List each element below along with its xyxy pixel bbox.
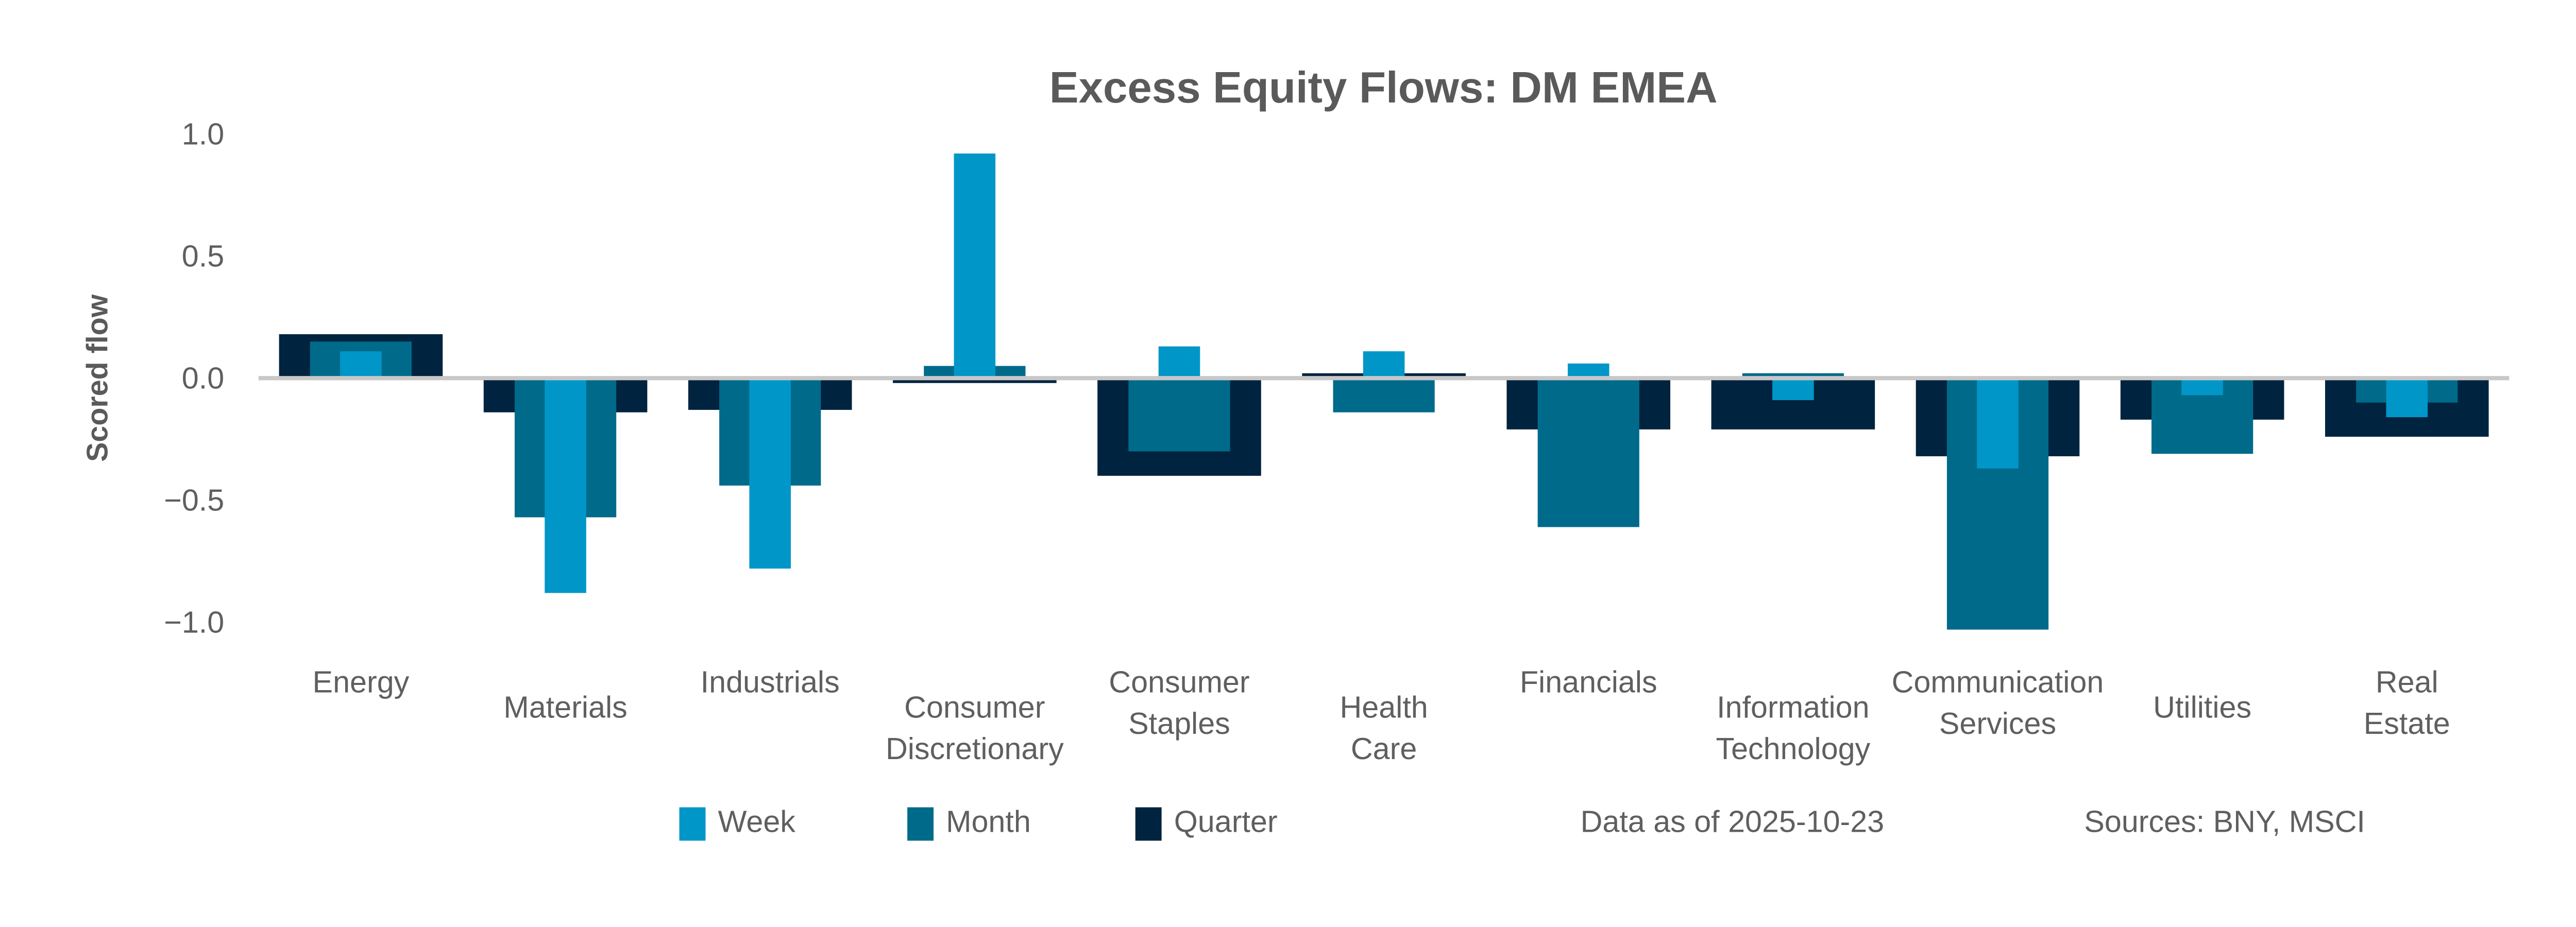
bar-month: [1333, 378, 1435, 413]
category-label: Estate: [2364, 706, 2450, 741]
bar-week: [2181, 378, 2223, 396]
legend-swatch-month: [907, 807, 934, 841]
chart: Excess Equity Flows: DM EMEA Scored flow…: [81, 63, 2510, 841]
y-tick-label: 0.5: [182, 239, 224, 273]
bar-week: [1977, 378, 2019, 469]
category-label: Consumer: [904, 690, 1045, 725]
y-tick-label: 1.0: [182, 117, 224, 151]
bar-week: [545, 378, 586, 593]
legend-label-month: Month: [946, 804, 1031, 839]
legend-label-quarter: Quarter: [1174, 804, 1278, 839]
legend-swatch-week: [679, 807, 706, 841]
legend-label-week: Week: [718, 804, 796, 839]
sources: Sources: BNY, MSCI: [2084, 804, 2365, 839]
legend: Week Month Quarter: [679, 804, 1278, 841]
y-axis-label: Scored flow: [81, 294, 114, 462]
category-label: Utilities: [2153, 690, 2251, 725]
bar-week: [1363, 351, 1405, 379]
category-labels: Energy Materials Industrials Consumer Discre…: [313, 664, 2450, 766]
category-label: Financials: [1520, 664, 1657, 699]
bar-week: [1567, 363, 1609, 379]
bar-week: [2386, 378, 2428, 418]
category-label: Technology: [1716, 731, 1870, 766]
category-label: Discretionary: [886, 731, 1064, 766]
category-label: Energy: [313, 664, 410, 699]
category-label: Materials: [503, 690, 627, 725]
bar-week: [340, 351, 382, 379]
category-label: Services: [1939, 706, 2056, 741]
category-label: Information: [1717, 690, 1869, 725]
bars: [279, 153, 2489, 630]
chart-title: Excess Equity Flows: DM EMEA: [1049, 63, 1718, 112]
y-tick-label: 0.0: [182, 361, 224, 396]
bar-month: [1128, 378, 1230, 452]
bar-quarter: [893, 378, 1057, 383]
y-tick-label: −0.5: [164, 483, 224, 518]
bar-month: [1742, 373, 1844, 379]
bar-month: [1537, 378, 1639, 527]
category-label: Consumer: [1109, 664, 1249, 699]
category-label: Health: [1340, 690, 1428, 725]
category-label: Industrials: [701, 664, 840, 699]
legend-swatch-quarter: [1135, 807, 1162, 841]
bar-week: [954, 153, 996, 379]
bar-week: [749, 378, 791, 569]
category-label: Staples: [1128, 706, 1230, 741]
category-label: Communication: [1892, 664, 2104, 699]
category-label: Real: [2376, 664, 2438, 699]
bar-week: [1772, 378, 1814, 400]
y-axis-ticks: 1.0 0.5 0.0 −0.5 −1.0: [164, 117, 224, 640]
category-label: Care: [1351, 731, 1417, 766]
y-tick-label: −1.0: [164, 605, 224, 640]
data-as-of: Data as of 2025-10-23: [1581, 804, 1885, 839]
bar-week: [1158, 346, 1200, 379]
